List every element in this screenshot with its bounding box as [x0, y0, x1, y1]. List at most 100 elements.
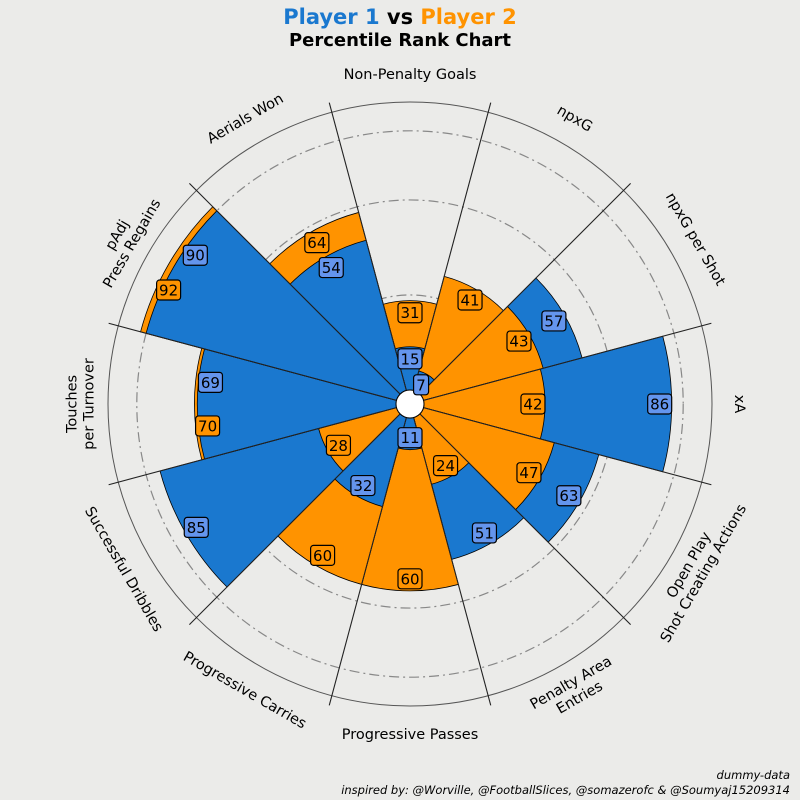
value-label-player1-12: 54	[318, 256, 344, 279]
value-label-player2-3-box	[506, 330, 532, 352]
value-label-player2-10-box	[194, 415, 221, 437]
value-label-player2-5: 47	[516, 462, 542, 484]
credits-data-source: dummy-data	[716, 768, 790, 782]
value-label-player1-1: 15	[397, 348, 423, 370]
value-label-player2-9-text: 28	[329, 437, 348, 455]
value-label-player1-12-text: 54	[322, 259, 341, 277]
value-label-player2-1-text: 31	[400, 304, 419, 322]
value-label-player1-1-text: 15	[400, 350, 419, 368]
value-label-player2-10-text: 70	[198, 417, 217, 435]
value-label-player1-2-box	[412, 374, 430, 396]
value-label-player1-4: 86	[647, 393, 673, 415]
value-label-player1-11-text: 90	[186, 247, 205, 265]
sector-line-8	[188, 403, 411, 626]
category-label-4-line-1: xA	[731, 395, 747, 414]
sector-line-1	[409, 102, 492, 405]
value-label-player2-7-text: 60	[400, 570, 419, 588]
value-label-player1-8: 32	[350, 474, 376, 497]
value-label-player1-3-box	[541, 310, 567, 332]
value-label-player2-10: 70	[194, 415, 221, 437]
value-label-player2-5-box	[516, 462, 542, 484]
sector-line-7	[328, 403, 411, 706]
value-label-player2-9: 28	[325, 434, 352, 456]
value-label-player1-7-box	[397, 427, 423, 449]
value-label-player1-9-box	[183, 516, 209, 539]
title-players: Player 1 vs Player 2	[0, 4, 800, 30]
value-label-player1-9: 85	[183, 516, 209, 539]
value-label-player1-10: 69	[197, 371, 224, 393]
value-label-player2-11: 92	[156, 279, 182, 301]
value-label-player2-8-box	[310, 544, 336, 566]
value-label-player2-9-box	[325, 434, 352, 456]
value-label-player2-12-box	[304, 232, 330, 254]
value-label-player1-11-box	[182, 244, 208, 266]
vs-text: vs	[386, 5, 414, 29]
category-label-10-line-2: per Turnover	[82, 358, 98, 450]
category-label-1-line-1: Non-Penalty Goals	[344, 67, 477, 83]
value-label-player2-11-box	[156, 279, 182, 301]
value-label-player2-1: 31	[397, 302, 423, 324]
chart-title: Player 1 vs Player 2 Percentile Rank Cha…	[0, 4, 800, 52]
value-label-player1-6: 51	[471, 522, 498, 544]
value-label-player1-10-box	[197, 371, 224, 393]
value-label-player1-7: 11	[397, 427, 423, 449]
value-label-player1-3: 57	[541, 310, 567, 332]
sector-line-11	[188, 182, 411, 405]
category-label-2-line-1: npxG	[554, 103, 595, 136]
center-hole	[395, 389, 425, 419]
player2-name: Player 2	[420, 5, 517, 29]
value-label-player1-1-box	[397, 348, 423, 370]
sector-lines	[108, 102, 712, 706]
category-label-10-line-1: Touches	[65, 375, 81, 434]
credits-inspired-by: inspired by: @Worville, @FootballSlices,…	[341, 783, 790, 797]
value-label-player2-4: 42	[520, 393, 546, 415]
value-label-player2-1-box	[397, 302, 423, 324]
sector-line-4	[409, 403, 712, 486]
value-label-player2-4-box	[520, 393, 546, 415]
category-label-2: npxG	[554, 103, 595, 136]
sector-line-6	[409, 403, 492, 706]
value-label-player2-7-box	[397, 568, 423, 590]
value-label-player2-8-text: 60	[313, 547, 332, 565]
value-label-player1-7-text: 11	[400, 429, 419, 447]
value-label-player2-12: 64	[304, 232, 330, 254]
player1-name: Player 1	[283, 5, 380, 29]
value-label-player1-5: 63	[556, 485, 582, 507]
value-label-player2-2: 41	[457, 289, 483, 311]
category-label-7-line-1: Progressive Passes	[342, 727, 479, 743]
category-label-4: xA	[731, 395, 747, 414]
category-label-10: Touches per Turnover	[65, 358, 98, 450]
sector-line-12	[328, 102, 411, 405]
value-label-player2-6: 24	[432, 454, 459, 477]
sector-line-9	[108, 403, 411, 486]
category-label-7: Progressive Passes	[342, 727, 479, 743]
value-label-player2-4-text: 42	[523, 396, 542, 414]
value-label-player1-12-box	[318, 256, 344, 279]
value-label-player1-10-text: 69	[201, 374, 220, 392]
value-label-player1-2-text: 7	[416, 376, 426, 394]
credits: dummy-data inspired by: @Worville, @Foot…	[341, 768, 790, 798]
grid-ring-3	[136, 130, 684, 678]
sector-line-5	[409, 403, 632, 626]
value-label-player2-2-text: 41	[460, 292, 479, 310]
value-label-player1-5-text: 63	[559, 487, 578, 505]
value-label-player1-9-text: 85	[187, 519, 206, 537]
value-label-player2-12-text: 64	[307, 234, 326, 252]
value-label-player2-3-text: 43	[509, 333, 528, 351]
value-label-player1-11: 90	[182, 244, 208, 266]
value-label-player1-6-box	[471, 522, 498, 544]
sector-line-2	[409, 182, 632, 405]
sector-line-10	[108, 322, 411, 405]
value-label-player1-2: 7	[412, 374, 430, 396]
value-label-player2-6-text: 24	[436, 457, 455, 475]
value-label-player1-4-box	[647, 393, 673, 415]
category-label-1: Non-Penalty Goals	[344, 67, 477, 83]
value-label-player2-6-box	[432, 454, 459, 477]
value-label-player2-7: 60	[397, 568, 423, 590]
value-label-player1-8-box	[350, 474, 376, 497]
value-label-player1-4-text: 86	[650, 396, 669, 414]
value-label-player1-5-box	[556, 485, 582, 507]
value-label-player2-8: 60	[310, 544, 336, 566]
chart-subtitle: Percentile Rank Chart	[288, 30, 512, 51]
